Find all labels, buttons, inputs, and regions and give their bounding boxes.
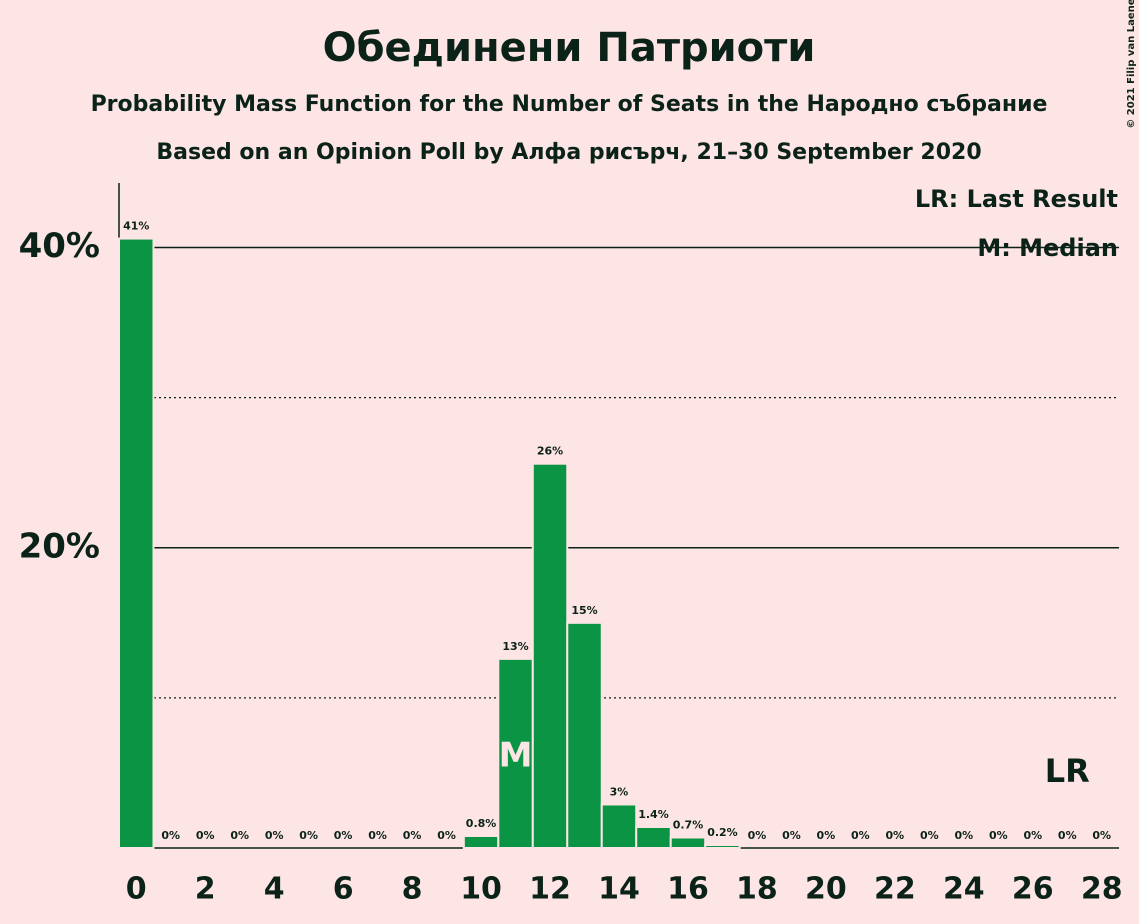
data-label: 0% — [920, 829, 939, 842]
data-label: 0% — [368, 829, 387, 842]
data-label: 0% — [299, 829, 318, 842]
legend-entry: LR: Last Result — [915, 185, 1118, 213]
data-label: 0.2% — [707, 826, 738, 839]
x-tick-label: 24 — [943, 872, 985, 907]
bar — [462, 834, 500, 849]
data-label: 1.4% — [638, 808, 669, 821]
data-label: 0% — [196, 829, 215, 842]
y-tick-label: 40% — [19, 226, 100, 266]
x-tick-label: 4 — [264, 872, 285, 907]
x-tick-label: 22 — [874, 872, 916, 907]
data-label: 41% — [123, 220, 149, 233]
x-tick-label: 26 — [1012, 872, 1054, 907]
data-label: 26% — [537, 445, 563, 458]
x-tick-label: 0 — [126, 872, 147, 907]
x-tick-label: 18 — [736, 872, 778, 907]
x-tick-label: 8 — [402, 872, 423, 907]
data-label: 0% — [403, 829, 422, 842]
bar — [118, 237, 155, 850]
bar — [497, 657, 534, 849]
data-label: 0% — [954, 829, 973, 842]
data-label: 0% — [851, 829, 870, 842]
median-marker: M — [499, 736, 533, 776]
data-label: 0.8% — [466, 817, 497, 830]
last-result-marker: LR — [1045, 752, 1090, 790]
data-label: 0% — [230, 829, 249, 842]
bar — [531, 462, 569, 849]
data-label: 13% — [502, 640, 528, 653]
x-tick-label: 20 — [805, 872, 847, 907]
bar — [704, 843, 741, 849]
data-label: 0% — [1058, 829, 1077, 842]
x-tick-label: 2 — [195, 872, 216, 907]
bar — [635, 825, 672, 849]
y-tick-label: 20% — [19, 526, 100, 566]
chart-title: Обединени Патриоти — [323, 25, 816, 71]
bar — [600, 803, 638, 850]
x-tick-label: 14 — [598, 872, 640, 907]
data-label: 0% — [1023, 829, 1042, 842]
data-label: 0% — [817, 829, 836, 842]
data-label: 0% — [265, 829, 284, 842]
data-label: 0% — [1092, 829, 1111, 842]
x-tick-label: 28 — [1081, 872, 1123, 907]
x-tick-label: 10 — [460, 872, 502, 907]
data-label: 0% — [437, 829, 456, 842]
bar — [669, 836, 707, 850]
data-label: 15% — [571, 604, 597, 617]
x-tick-label: 6 — [333, 872, 354, 907]
x-tick-label: 12 — [529, 872, 571, 907]
data-label: 0% — [161, 829, 180, 842]
data-label: 0.7% — [673, 818, 704, 831]
bar — [566, 621, 603, 849]
data-label: 0% — [748, 829, 767, 842]
data-label: 0% — [989, 829, 1008, 842]
x-tick-label: 16 — [667, 872, 709, 907]
data-label: 0% — [886, 829, 905, 842]
copyright: © 2021 Filip van Laenen — [1126, 0, 1137, 129]
data-label: 0% — [782, 829, 801, 842]
data-label: 0% — [334, 829, 353, 842]
chart-subtitle: Probability Mass Function for the Number… — [91, 92, 1048, 117]
chart-subtitle: Based on an Opinion Poll by Алфа рисърч,… — [156, 140, 981, 165]
data-label: 3% — [610, 785, 629, 798]
